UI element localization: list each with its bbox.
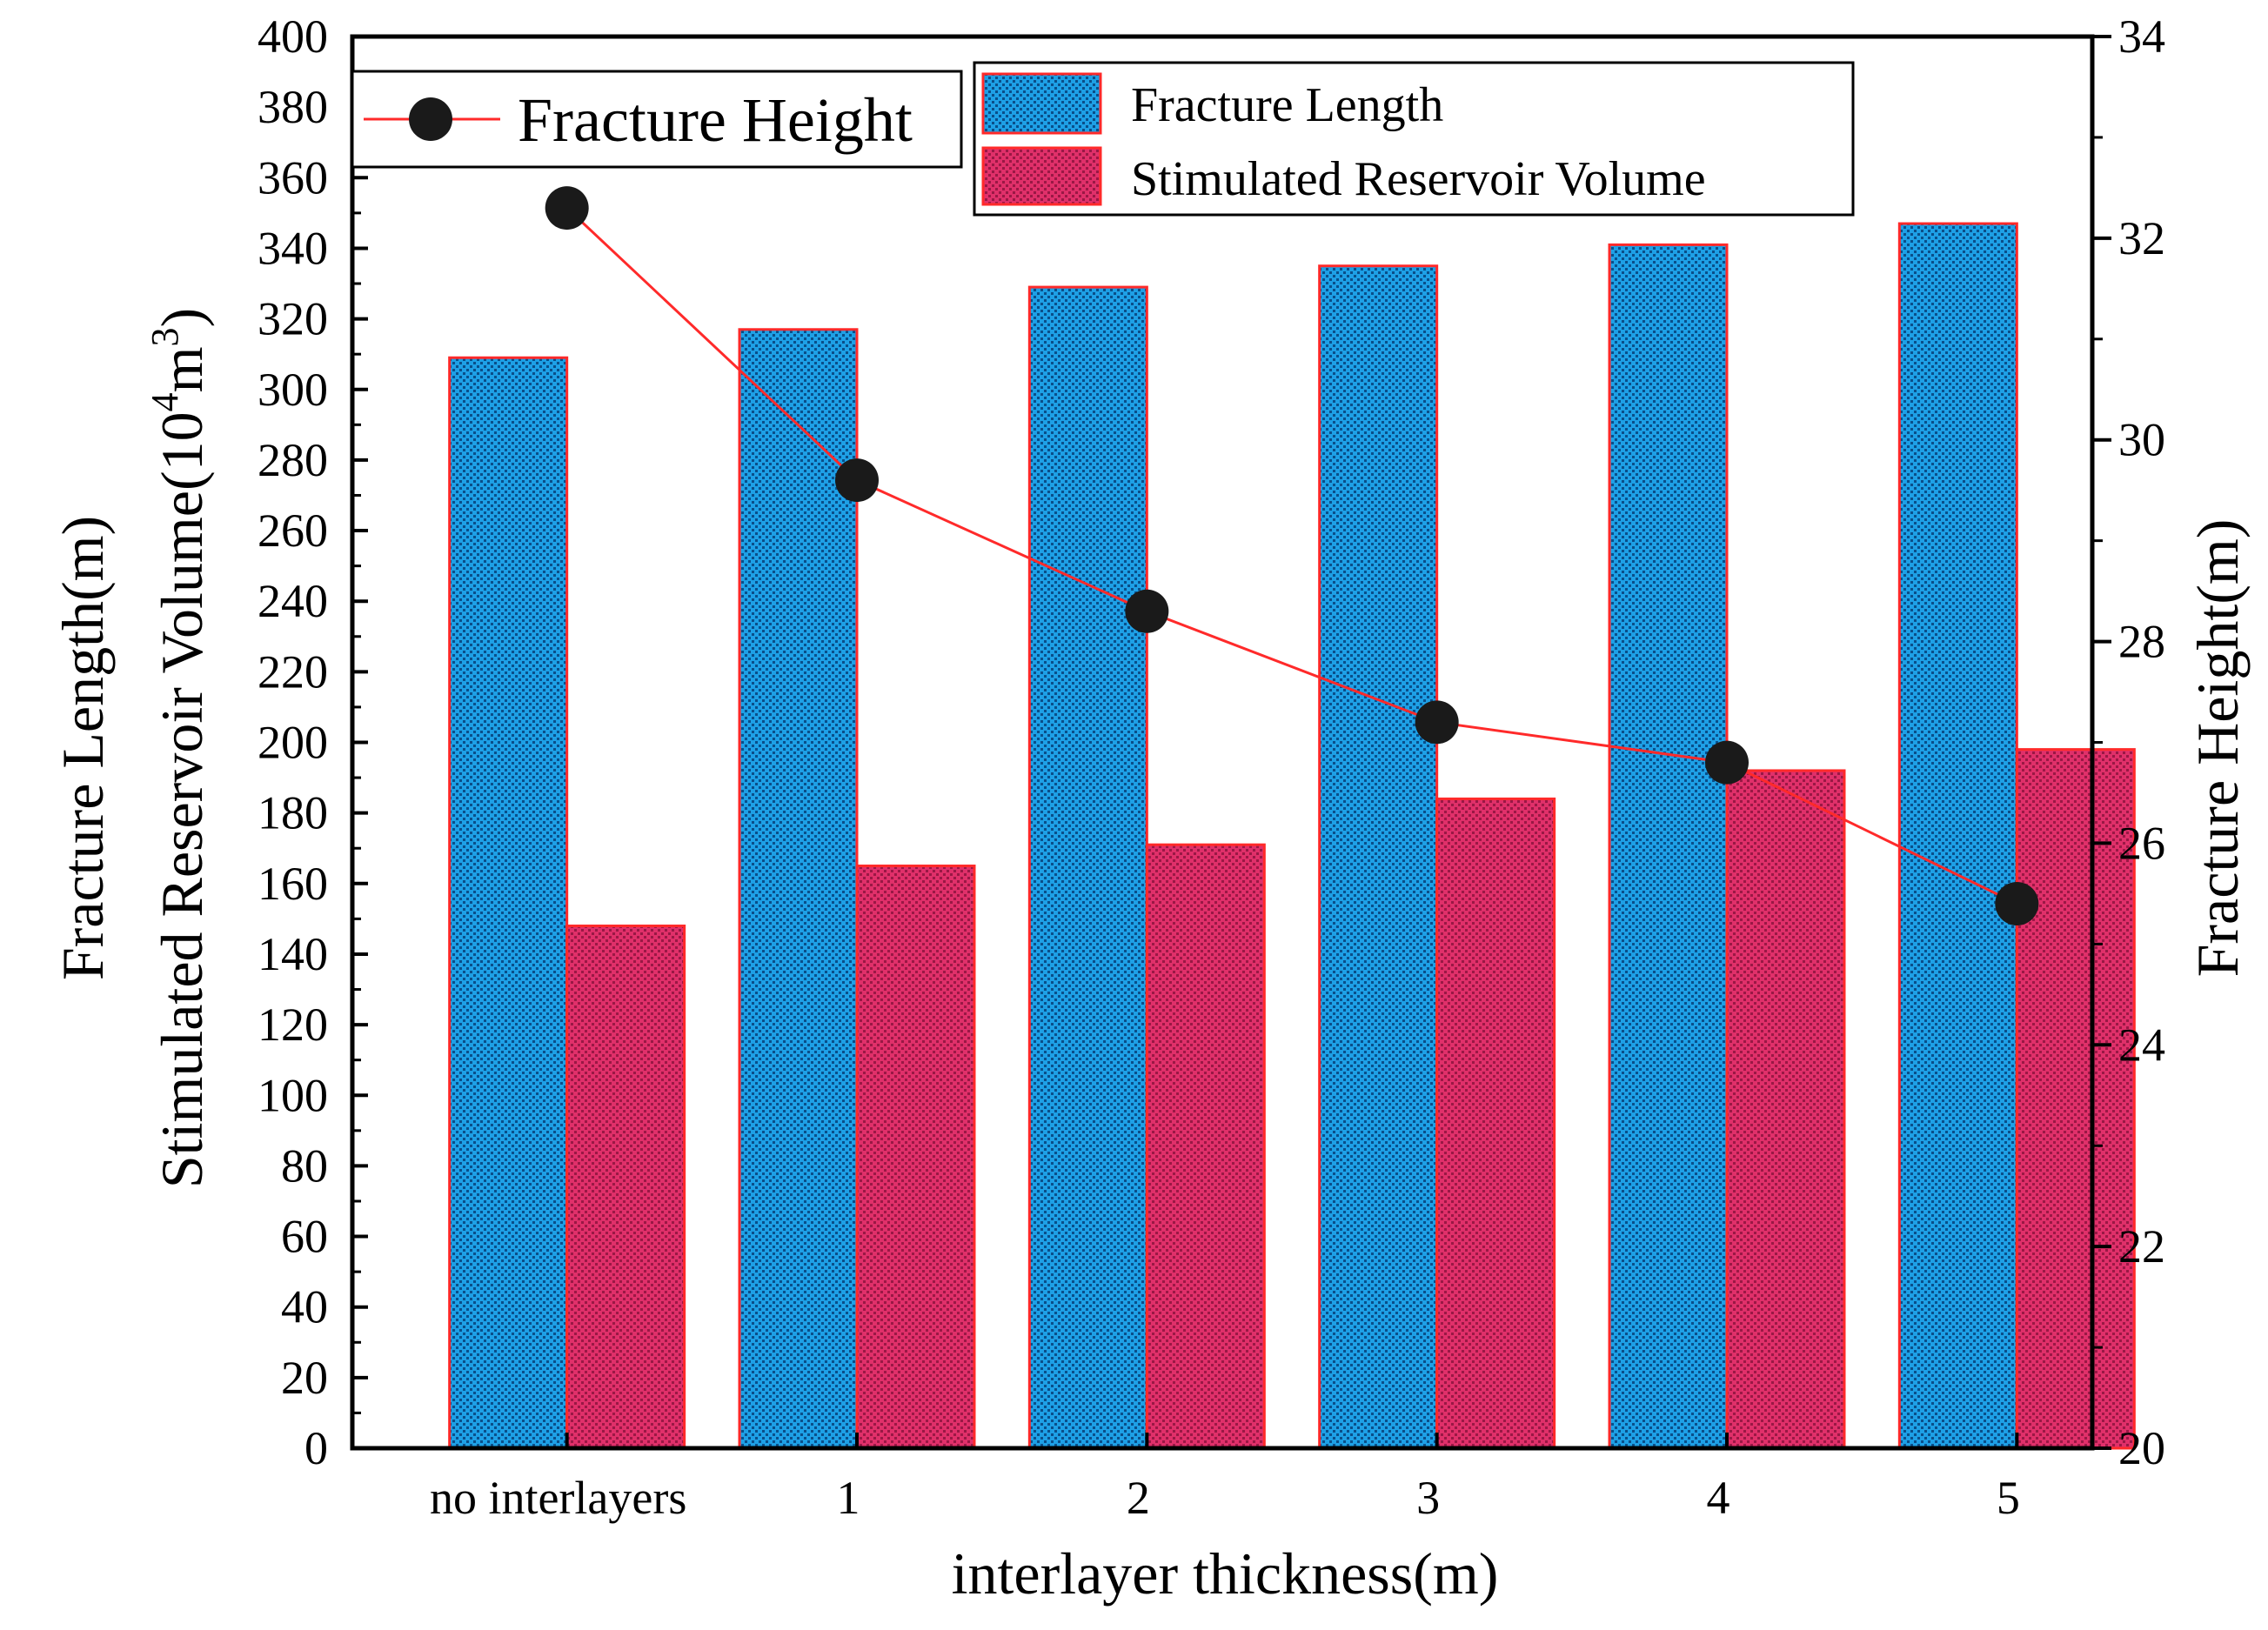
- fracture-height-point: [1995, 881, 2039, 925]
- legend-height-marker: [409, 97, 452, 141]
- legend-length-swatch: [981, 72, 1102, 135]
- left-tick-label: 120: [258, 999, 328, 1051]
- bar-srv: [1145, 843, 1266, 1450]
- fracture-height-point: [1125, 589, 1169, 633]
- right-tick-label: 24: [2118, 1019, 2165, 1071]
- x-tick-label: 5: [1997, 1472, 2020, 1524]
- bar-srv: [2015, 748, 2136, 1450]
- bar-srv: [1435, 797, 1556, 1450]
- left-tick-label: 280: [258, 434, 328, 486]
- legend-fracture-height: Fracture Height: [351, 70, 963, 169]
- x-tick-label: 1: [837, 1472, 860, 1524]
- left-axis-title-line1: Fracture Length(m): [50, 516, 116, 980]
- bar-fracture-length: [448, 356, 569, 1450]
- left-tick-label: 80: [281, 1139, 328, 1192]
- left-tick-label: 240: [258, 575, 328, 627]
- bar-srv: [565, 924, 686, 1450]
- bar-fracture-length: [1318, 264, 1439, 1450]
- fracture-height-line: [565, 206, 2017, 905]
- left-tick-label: 220: [258, 645, 328, 698]
- right-axis-title: Fracture Height(m): [2184, 519, 2251, 978]
- right-tick-label: 30: [2118, 414, 2165, 466]
- left-axis: 0 20 40 60 80 100 120 140 160 180 200 220 240 260 280 3…: [258, 10, 368, 1474]
- right-tick-label: 22: [2118, 1220, 2165, 1273]
- right-tick-label: 28: [2118, 616, 2165, 668]
- x-axis: no interlayers 1 2 3 4 5: [430, 1433, 2020, 1524]
- left-tick-label: 100: [258, 1069, 328, 1121]
- fracture-height-point: [545, 186, 589, 230]
- right-tick-label: 34: [2118, 10, 2165, 63]
- left-tick-label: 200: [258, 717, 328, 769]
- left-tick-label: 40: [281, 1281, 328, 1333]
- line-layer: [545, 186, 2039, 925]
- legend-height-label: Fracture Height: [518, 85, 913, 155]
- bar-fracture-length: [738, 328, 859, 1450]
- right-tick-label: 32: [2118, 212, 2165, 264]
- left-tick-label: 0: [304, 1422, 328, 1474]
- bar-fracture-length: [1608, 243, 1729, 1450]
- legend-bars: Fracture Length Stimulated Reservoir Vol…: [973, 61, 1855, 217]
- left-tick-label: 340: [258, 222, 328, 274]
- left-tick-label: 60: [281, 1211, 328, 1263]
- legend-length-label: Fracture Length: [1131, 78, 1443, 132]
- left-tick-label: 160: [258, 858, 328, 910]
- left-tick-label: 20: [281, 1352, 328, 1404]
- left-tick-label: 400: [258, 10, 328, 63]
- left-tick-label: 320: [258, 293, 328, 345]
- left-tick-label: 260: [258, 504, 328, 557]
- x-tick-label: no interlayers: [430, 1472, 686, 1524]
- x-axis-title: interlayer thickness(m): [952, 1540, 1499, 1607]
- x-tick-label: 2: [1127, 1472, 1150, 1524]
- left-tick-label: 300: [258, 364, 328, 416]
- right-axis: 20 22 24 26 28 30 32 34: [2092, 10, 2165, 1474]
- bars-layer: [448, 222, 2136, 1450]
- legend-srv-swatch: [981, 146, 1102, 206]
- right-tick-label: 26: [2118, 817, 2165, 869]
- fracture-height-point: [835, 458, 879, 503]
- legend-srv-label: Stimulated Reservoir Volume: [1131, 152, 1706, 206]
- fracture-height-point: [1705, 740, 1749, 785]
- bar-fracture-length: [1897, 222, 2018, 1450]
- fracture-height-point: [1415, 700, 1459, 745]
- x-tick-label: 3: [1416, 1472, 1440, 1524]
- left-tick-label: 140: [258, 928, 328, 980]
- bar-fracture-length: [1027, 285, 1148, 1450]
- left-axis-title-line2: Stimulated Reservoir Volume(104m3): [144, 308, 215, 1188]
- left-tick-label: 360: [258, 151, 328, 204]
- right-tick-label: 20: [2118, 1422, 2165, 1474]
- left-tick-label: 180: [258, 787, 328, 839]
- bar-srv: [855, 865, 976, 1450]
- legend-box-bars: [973, 61, 1855, 217]
- left-tick-label: 380: [258, 81, 328, 133]
- x-tick-label: 4: [1707, 1472, 1730, 1524]
- bar-srv: [1725, 769, 1846, 1450]
